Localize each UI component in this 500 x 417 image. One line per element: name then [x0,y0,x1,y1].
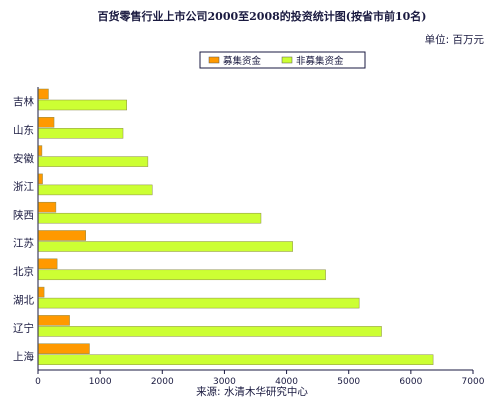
bar-nonraised-funds [38,156,149,167]
bar-raised-funds [38,286,45,298]
category-label: 陕西 [13,208,34,221]
legend-label-nonraised: 非募集资金 [296,55,344,67]
x-tick-label: 3000 [213,377,236,387]
category-label: 湖北 [13,294,34,306]
category-label: 辽宁 [13,322,34,335]
bar-raised-funds [38,230,86,241]
bar-raised-funds [38,145,43,156]
x-tick-label: 4000 [275,377,298,387]
unit-label: 单位: 百万元 [425,33,485,46]
legend: 募集资金 非募集资金 [199,51,366,69]
x-ticks: 0 1000 2000 3000 4000 5000 6000 7000 [35,370,485,387]
category-label: 江苏 [13,237,34,250]
legend-label-raised: 募集资金 [223,55,262,67]
bar-raised-funds [38,88,49,100]
x-tick-label: 1000 [89,377,112,387]
bar-raised-funds [38,201,57,213]
bar-raised-funds [38,258,58,270]
bar-nonraised-funds [38,212,262,224]
bar-raised-funds [38,117,55,128]
legend-swatch-nonraised [281,56,293,64]
category-label: 浙江 [13,181,34,193]
source-note: 来源: 水清木华研究中心 [196,385,308,398]
category-label: 北京 [13,265,34,278]
x-tick-label: 2000 [151,377,174,387]
bar-nonraised-funds [38,128,124,139]
bar-nonraised-funds [38,241,293,252]
chart-title: 百货零售行业上市公司2000至2008的投资统计图(按省市前10名) [98,9,427,23]
category-label: 吉林 [13,95,34,108]
bar-nonraised-funds [38,269,326,281]
category-label: 山东 [13,123,34,136]
bar-nonraised-funds [38,354,434,365]
x-tick-label: 6000 [399,377,422,387]
bars-group [38,88,434,365]
category-label: 上海 [13,350,34,363]
bar-raised-funds [38,173,43,185]
bar-nonraised-funds [38,326,382,337]
bar-raised-funds [38,315,70,326]
legend-swatch-raised [208,56,220,64]
x-tick-label: 5000 [337,377,360,387]
bar-nonraised-funds [38,99,127,111]
bar-raised-funds [38,343,90,354]
bar-nonraised-funds [38,297,360,309]
category-label: 安徽 [13,152,34,165]
x-tick-label: 7000 [462,377,485,387]
bar-nonraised-funds [38,184,153,196]
x-tick-label: 0 [35,377,41,387]
